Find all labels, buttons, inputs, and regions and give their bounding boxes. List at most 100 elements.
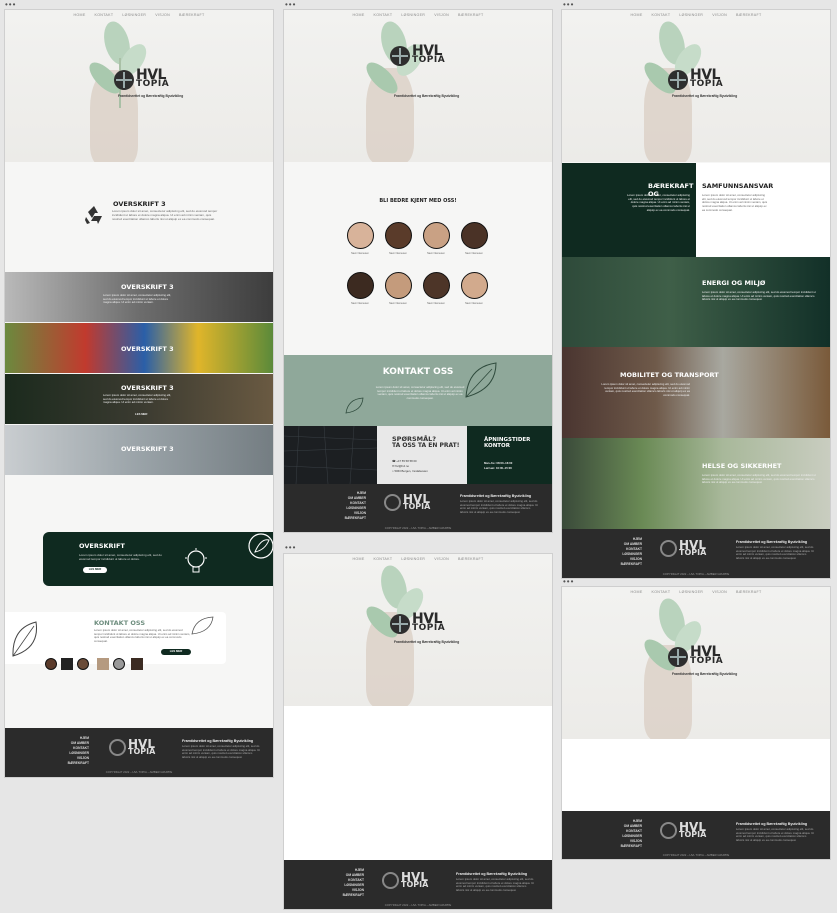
frame-menu-icon[interactable]: ••• — [285, 543, 297, 552]
team-title: BLI BEDRE KJENT MED OSS! — [379, 198, 457, 204]
footer-link[interactable]: VISJON — [76, 756, 89, 760]
banner-link[interactable]: LES MER — [135, 412, 148, 416]
nav-kontakt[interactable]: KONTAKT — [94, 13, 114, 17]
member-name: Navn Navnesen — [389, 252, 407, 255]
footer-copyright: COPYRIGHT 2022 – HVL TOPIA – AMBER GRUPP… — [662, 572, 730, 576]
footer-link[interactable]: BÆREKRAFT — [67, 761, 89, 765]
banner-1[interactable]: OVERSKRIFT 3 Lorem ipsum dolor sit amet,… — [5, 272, 273, 322]
logo[interactable]: HVL TOPIA — [390, 44, 445, 66]
nav-baerekraft[interactable]: BÆREKRAFT — [178, 13, 205, 17]
nav-losninger[interactable]: LØSNINGER — [401, 557, 426, 561]
footer-link[interactable]: BÆREKRAFT — [342, 893, 364, 897]
footer-link[interactable]: HJEM — [354, 868, 364, 872]
nav-baerekraft[interactable]: BÆREKRAFT — [457, 13, 484, 17]
footer-link[interactable]: BÆREKRAFT — [620, 844, 642, 848]
footer-logo[interactable]: HVL TOPIA — [382, 871, 428, 889]
frame-menu-icon[interactable]: ••• — [563, 0, 575, 9]
avatar — [77, 658, 89, 670]
footer-link[interactable]: OM AMBER — [347, 496, 366, 500]
nav-baerekraft[interactable]: BÆREKRAFT — [735, 13, 762, 17]
nav-baerekraft[interactable]: BÆREKRAFT — [457, 557, 484, 561]
frame-menu-icon[interactable]: ••• — [5, 0, 17, 9]
footer-logo[interactable]: HVL TOPIA — [660, 537, 707, 557]
nav-home[interactable]: HOME — [352, 557, 365, 561]
footer: HJEM OM AMBER KONTAKT LØSNINGER VISJON B… — [562, 529, 830, 578]
footer-link[interactable]: LØSNINGER — [69, 751, 89, 755]
leaf-small-icon — [191, 616, 214, 635]
phone-text[interactable]: +47 55 58 58 00 — [396, 459, 417, 463]
footer-link[interactable]: LØSNINGER — [346, 506, 366, 510]
footer-link[interactable]: VISJON — [629, 557, 642, 561]
footer-link[interactable]: HJEM — [79, 736, 89, 740]
banner-4[interactable]: OVERSKRIFT 3 — [5, 425, 273, 475]
nav-visjon[interactable]: VISJON — [434, 13, 449, 17]
footer-logo-word2: TOPIA — [679, 547, 707, 557]
footer-link[interactable]: BÆREKRAFT — [344, 516, 366, 520]
footer-link[interactable]: VISJON — [353, 511, 366, 515]
logo-word1: HVL — [136, 67, 166, 83]
nav-home[interactable]: HOME — [352, 13, 365, 17]
footer-link[interactable]: KONTAKT — [350, 501, 366, 505]
nav-kontakt[interactable]: KONTAKT — [373, 557, 393, 561]
footer-link[interactable]: HJEM — [356, 491, 366, 495]
team-avatar — [461, 272, 488, 299]
footer-link[interactable]: LØSNINGER — [622, 834, 642, 838]
nav-losninger[interactable]: LØSNINGER — [679, 590, 704, 594]
nav-kontakt[interactable]: KONTAKT — [651, 590, 671, 594]
member-name: Navn Navnesen — [465, 252, 483, 255]
footer-logo-word1: HVL — [679, 537, 706, 552]
section-text: Lorem ipsum dolor sit amet, consectetur … — [702, 193, 768, 212]
footer-link[interactable]: OM AMBER — [345, 873, 364, 877]
logo-tagline: Framtidsrettet og Bærekraftig Byutviklin… — [672, 94, 738, 98]
footer-link[interactable]: VISJON — [629, 839, 642, 843]
frame-menu-icon[interactable]: ••• — [285, 0, 297, 9]
plant-icon — [366, 21, 424, 94]
footer-link[interactable]: HJEM — [632, 537, 642, 541]
footer-link[interactable]: KONTAKT — [626, 829, 642, 833]
frame-menu-icon[interactable]: ••• — [563, 577, 575, 586]
email-text[interactable]: hvl@hvl.no — [395, 464, 410, 468]
logo[interactable]: HVL TOPIA — [390, 612, 445, 634]
card-button[interactable]: LES MER — [83, 567, 107, 573]
footer-link[interactable]: BÆREKRAFT — [620, 562, 642, 566]
footer-link[interactable]: LØSNINGER — [622, 552, 642, 556]
nav-losninger[interactable]: LØSNINGER — [122, 13, 147, 17]
footer-link[interactable]: KONTAKT — [348, 878, 364, 882]
section-text: Lorem ipsum dolor sit amet, consectetur … — [702, 473, 816, 485]
logo[interactable]: HVL TOPIA — [668, 645, 723, 667]
banner-3[interactable]: OVERSKRIFT 3 Lorem ipsum dolor sit amet,… — [5, 374, 273, 424]
footer-link[interactable]: OM AMBER — [70, 741, 89, 745]
nav-baerekraft[interactable]: BÆREKRAFT — [735, 590, 762, 594]
logo[interactable]: HVL TOPIA — [668, 68, 723, 90]
footer-link[interactable]: OM AMBER — [623, 542, 642, 546]
banner-2[interactable]: OVERSKRIFT 3 — [5, 323, 273, 373]
footer-link[interactable]: HJEM — [632, 819, 642, 823]
nav-home[interactable]: HOME — [630, 13, 643, 17]
section-title: MOBILITET OG TRANSPORT — [620, 371, 719, 379]
nav-visjon[interactable]: VISJON — [712, 13, 727, 17]
footer-link[interactable]: KONTAKT — [73, 746, 89, 750]
footer-logo[interactable]: HVL TOPIA — [660, 821, 706, 839]
nav-visjon[interactable]: VISJON — [434, 557, 449, 561]
nav-home[interactable]: HOME — [630, 590, 643, 594]
nav-home[interactable]: HOME — [73, 13, 86, 17]
nav-losninger[interactable]: LØSNINGER — [401, 13, 426, 17]
nav-visjon[interactable]: VISJON — [155, 13, 170, 17]
footer-logo[interactable]: HVL TOPIA — [384, 493, 430, 511]
footer-link[interactable]: OM AMBER — [623, 824, 642, 828]
footer-logo-icon — [384, 494, 401, 511]
footer-link[interactable]: LØSNINGER — [344, 883, 364, 887]
nav-kontakt[interactable]: KONTAKT — [651, 13, 671, 17]
top-nav: HOME KONTAKT LØSNINGER VISJON BÆREKRAFT — [562, 590, 830, 594]
footer-title: Framtidsrettet og Bærekraftig Byutviklin… — [456, 872, 528, 876]
footer-link[interactable]: KONTAKT — [626, 547, 642, 551]
footer-link[interactable]: VISJON — [351, 888, 364, 892]
logo[interactable]: HVL TOPIA — [114, 67, 169, 90]
footer-logo[interactable]: HVL TOPIA — [109, 738, 155, 756]
top-nav: HOME KONTAKT LØSNINGER VISJON BÆREKRAFT — [284, 13, 552, 17]
banner-title: OVERSKRIFT 3 — [121, 283, 174, 291]
nav-losninger[interactable]: LØSNINGER — [679, 13, 704, 17]
nav-visjon[interactable]: VISJON — [712, 590, 727, 594]
contact-button[interactable]: LES MER — [161, 649, 191, 655]
nav-kontakt[interactable]: KONTAKT — [373, 13, 393, 17]
